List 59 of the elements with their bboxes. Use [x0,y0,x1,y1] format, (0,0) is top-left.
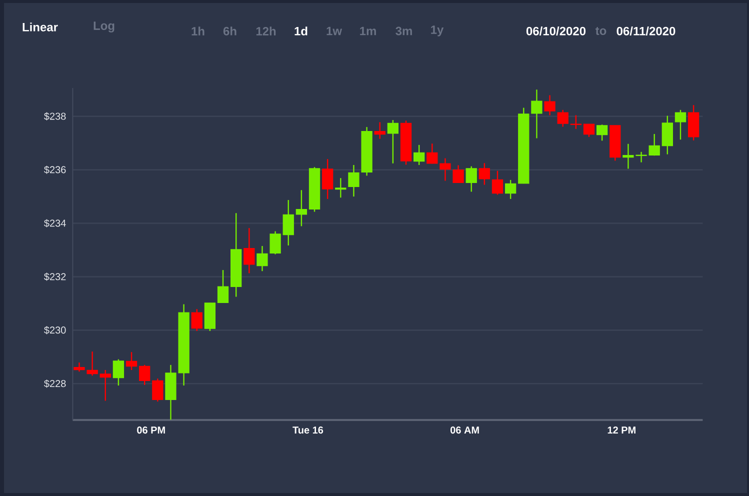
y-tick-label: $228 [44,380,66,388]
x-tick-label: 06 AM [450,426,479,434]
candlestick [674,109,686,140]
text: to [595,27,606,35]
candlestick [322,158,334,200]
x-tick-label: Tue 16 [292,426,324,434]
text: 12h [256,26,276,36]
candlestick [648,133,660,156]
text: 1d [294,26,308,36]
candlestick [504,179,516,200]
y-tick-label: $236 [44,166,66,174]
text: Linear [22,22,58,32]
candlestick [570,114,582,130]
candlestick [86,350,98,376]
text: 06/11/2020 [616,26,676,36]
text: 3m [396,26,412,36]
candlestick [256,245,268,272]
candlestick [414,144,425,166]
x-tick-label: 06 PM [137,426,165,434]
candlestick [440,158,451,182]
candlestick [426,143,438,164]
candlestick [662,115,673,155]
candlestick [387,119,399,164]
candlestick [544,94,556,116]
candlestick [217,269,229,304]
candlestick [296,190,308,227]
candlestick [126,352,138,371]
y-tick-label: $238 [44,112,66,120]
candlestick [100,369,111,402]
candlestick [74,362,85,372]
text: 1m [360,26,376,36]
candlestick [452,164,464,184]
text: 1h [192,26,204,36]
candlestick [112,358,124,386]
candlestick [478,162,490,186]
candlestick [139,364,150,386]
x-tick-label: 12 PM [608,426,636,434]
y-tick-label: $234 [44,219,66,228]
candlestick [282,199,294,246]
text: 1w [326,26,342,36]
text: 6h [223,26,236,36]
candlestick [348,164,360,198]
candlestick [244,227,255,274]
candlestick [335,177,346,198]
candlestick [152,378,164,402]
candlestick [374,122,386,140]
candlestick [583,123,595,138]
candlestick [531,89,542,139]
candlestick [191,308,202,332]
candlestick [270,230,281,255]
candlestick [557,109,568,128]
text: 06/10/2020 [526,26,586,36]
y-tick-label: $230 [44,326,66,334]
text: 1y [431,26,444,36]
candlestick [492,170,504,196]
candlestick [596,124,608,142]
y-tick-label: $232 [44,272,66,281]
text: Log [94,22,114,32]
candlestick [466,166,477,192]
